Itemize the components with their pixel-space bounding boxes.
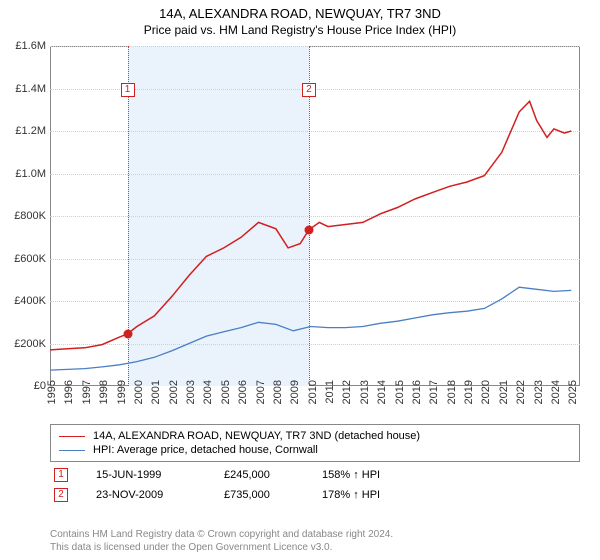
legend-swatch xyxy=(59,450,85,451)
legend-item: HPI: Average price, detached house, Corn… xyxy=(59,443,571,457)
y-tick-label: £1.0M xyxy=(2,168,46,180)
legend-label: 14A, ALEXANDRA ROAD, NEWQUAY, TR7 3ND (d… xyxy=(93,430,420,442)
chart-marker: 2 xyxy=(302,83,316,97)
y-tick-label: £800K xyxy=(2,210,46,222)
y-tick-label: £400K xyxy=(2,295,46,307)
chart-subtitle: Price paid vs. HM Land Registry's House … xyxy=(0,21,600,43)
chart-container: 14A, ALEXANDRA ROAD, NEWQUAY, TR7 3ND Pr… xyxy=(0,0,600,560)
y-tick-label: £600K xyxy=(2,253,46,265)
legend-box: 14A, ALEXANDRA ROAD, NEWQUAY, TR7 3ND (d… xyxy=(50,424,580,462)
footer-line: Contains HM Land Registry data © Crown c… xyxy=(50,528,580,541)
sale-row: 1 15-JUN-1999 £245,000 158% ↑ HPI xyxy=(50,462,580,482)
sale-row: 2 23-NOV-2009 £735,000 178% ↑ HPI xyxy=(50,482,580,502)
sale-point xyxy=(304,225,313,234)
y-tick-label: £1.6M xyxy=(2,40,46,52)
sale-point xyxy=(123,329,132,338)
y-tick-label: £1.2M xyxy=(2,125,46,137)
legend-area: 14A, ALEXANDRA ROAD, NEWQUAY, TR7 3ND (d… xyxy=(50,424,580,502)
y-tick-label: £0 xyxy=(2,380,46,392)
sale-price: £735,000 xyxy=(224,489,294,501)
sale-price: £245,000 xyxy=(224,469,294,481)
footer-attribution: Contains HM Land Registry data © Crown c… xyxy=(50,528,580,554)
sale-marker: 2 xyxy=(54,488,68,502)
chart-title: 14A, ALEXANDRA ROAD, NEWQUAY, TR7 3ND xyxy=(0,0,600,21)
sale-hpi: 158% ↑ HPI xyxy=(322,469,412,481)
legend-swatch xyxy=(59,436,85,437)
sale-date: 23-NOV-2009 xyxy=(96,489,196,501)
sale-hpi: 178% ↑ HPI xyxy=(322,489,412,501)
legend-item: 14A, ALEXANDRA ROAD, NEWQUAY, TR7 3ND (d… xyxy=(59,429,571,443)
sale-marker: 1 xyxy=(54,468,68,482)
plot-area: £0£200K£400K£600K£800K£1.0M£1.2M£1.4M£1.… xyxy=(50,46,580,386)
legend-label: HPI: Average price, detached house, Corn… xyxy=(93,444,318,456)
y-tick-label: £200K xyxy=(2,338,46,350)
chart-marker: 1 xyxy=(121,83,135,97)
y-tick-label: £1.4M xyxy=(2,83,46,95)
sale-date: 15-JUN-1999 xyxy=(96,469,196,481)
footer-line: This data is licensed under the Open Gov… xyxy=(50,541,580,554)
